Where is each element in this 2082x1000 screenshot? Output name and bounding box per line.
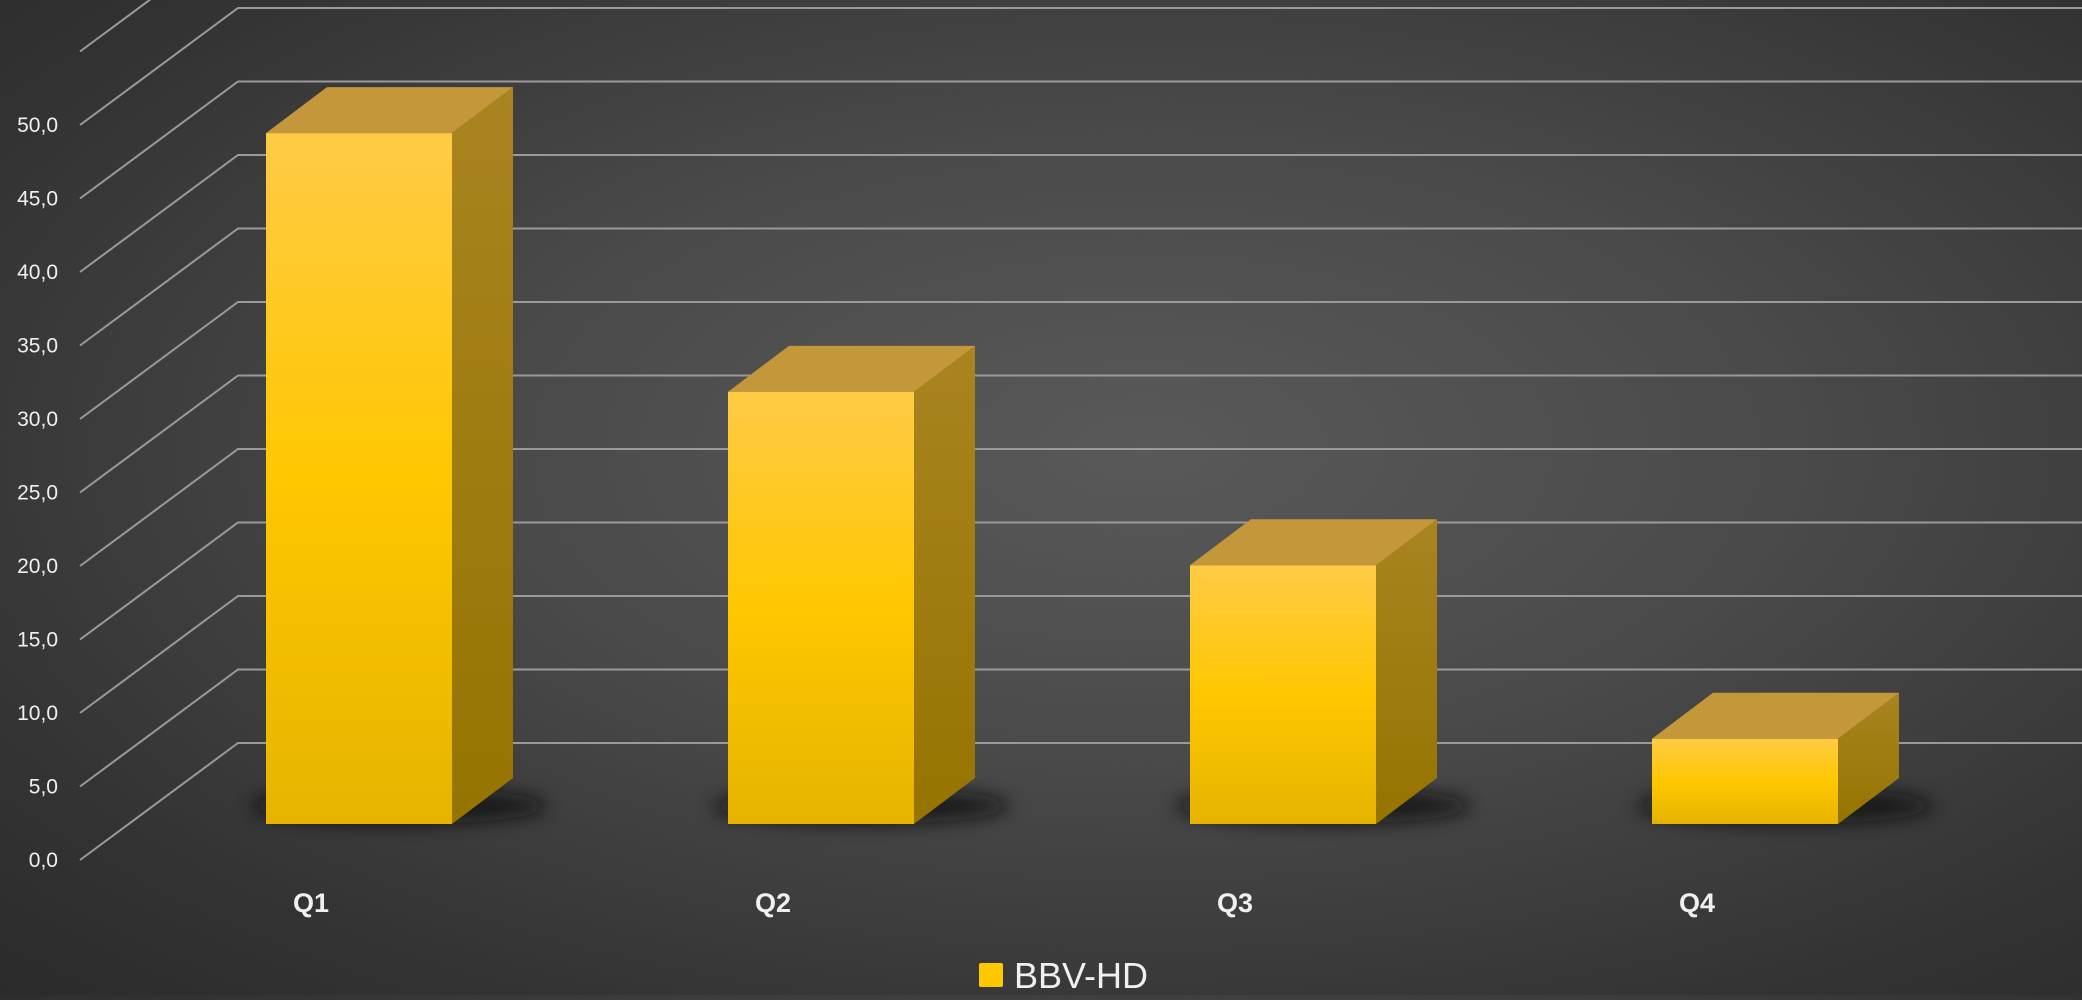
- gridlines: [79, 0, 2082, 861]
- gridline: [79, 0, 152, 53]
- gridline: [79, 668, 2082, 788]
- x-category-label: Q4: [1679, 888, 1715, 918]
- x-axis: Q1 Q2 Q3 Q4: [293, 888, 1715, 918]
- bar-q2: [713, 345, 1009, 824]
- y-tick-label: 45,0: [17, 188, 58, 211]
- legend: BBV-HD: [979, 955, 1148, 996]
- gridline: [79, 742, 2082, 861]
- bar-q1: [251, 87, 547, 825]
- gridline: [79, 595, 2082, 714]
- bar-side-face: [1376, 519, 1437, 824]
- bar-side-face: [452, 87, 513, 825]
- gridline: [79, 227, 2082, 347]
- gridline: [79, 521, 2082, 641]
- gridline: [79, 374, 2082, 494]
- legend-label: BBV-HD: [1014, 955, 1148, 995]
- y-tick-label: 30,0: [17, 408, 58, 431]
- x-category-label: Q1: [293, 888, 329, 918]
- y-tick-label: 25,0: [17, 482, 58, 505]
- bars: [251, 87, 1933, 825]
- gridline: [79, 154, 2082, 273]
- y-tick-label: 5,0: [29, 776, 58, 799]
- gridline: [79, 80, 2082, 200]
- y-tick-label: 20,0: [17, 555, 58, 578]
- gridline: [79, 7, 2082, 126]
- bar-side-face: [914, 345, 975, 824]
- bar-top-face: [266, 87, 513, 134]
- y-tick-label: 0,0: [29, 849, 58, 872]
- x-category-label: Q3: [1217, 888, 1253, 918]
- x-category-label: Q2: [755, 888, 791, 918]
- bar-front-face: [1652, 738, 1838, 824]
- bar-q3: [1175, 519, 1471, 824]
- bar-top-face: [1652, 692, 1899, 739]
- y-tick-label: 50,0: [17, 114, 58, 137]
- y-tick-label: 40,0: [17, 261, 58, 284]
- bar-top-face: [1190, 519, 1437, 566]
- bar-front-face: [728, 391, 914, 824]
- bar-side-face: [1838, 692, 1899, 824]
- gridline: [79, 301, 2082, 420]
- bar-q4: [1637, 692, 1933, 824]
- y-tick-label: 10,0: [17, 702, 58, 725]
- bar-top-face: [728, 345, 975, 392]
- y-axis: 0,0 5,0 10,0 15,0 20,0 25,0 30,0 35,0 40,0 45,0 50…: [17, 114, 58, 872]
- gridline: [79, 448, 2082, 567]
- legend-swatch: [979, 963, 1003, 987]
- y-tick-label: 15,0: [17, 629, 58, 652]
- bar-front-face: [266, 133, 452, 825]
- y-tick-label: 35,0: [17, 335, 58, 358]
- bar-front-face: [1190, 565, 1376, 824]
